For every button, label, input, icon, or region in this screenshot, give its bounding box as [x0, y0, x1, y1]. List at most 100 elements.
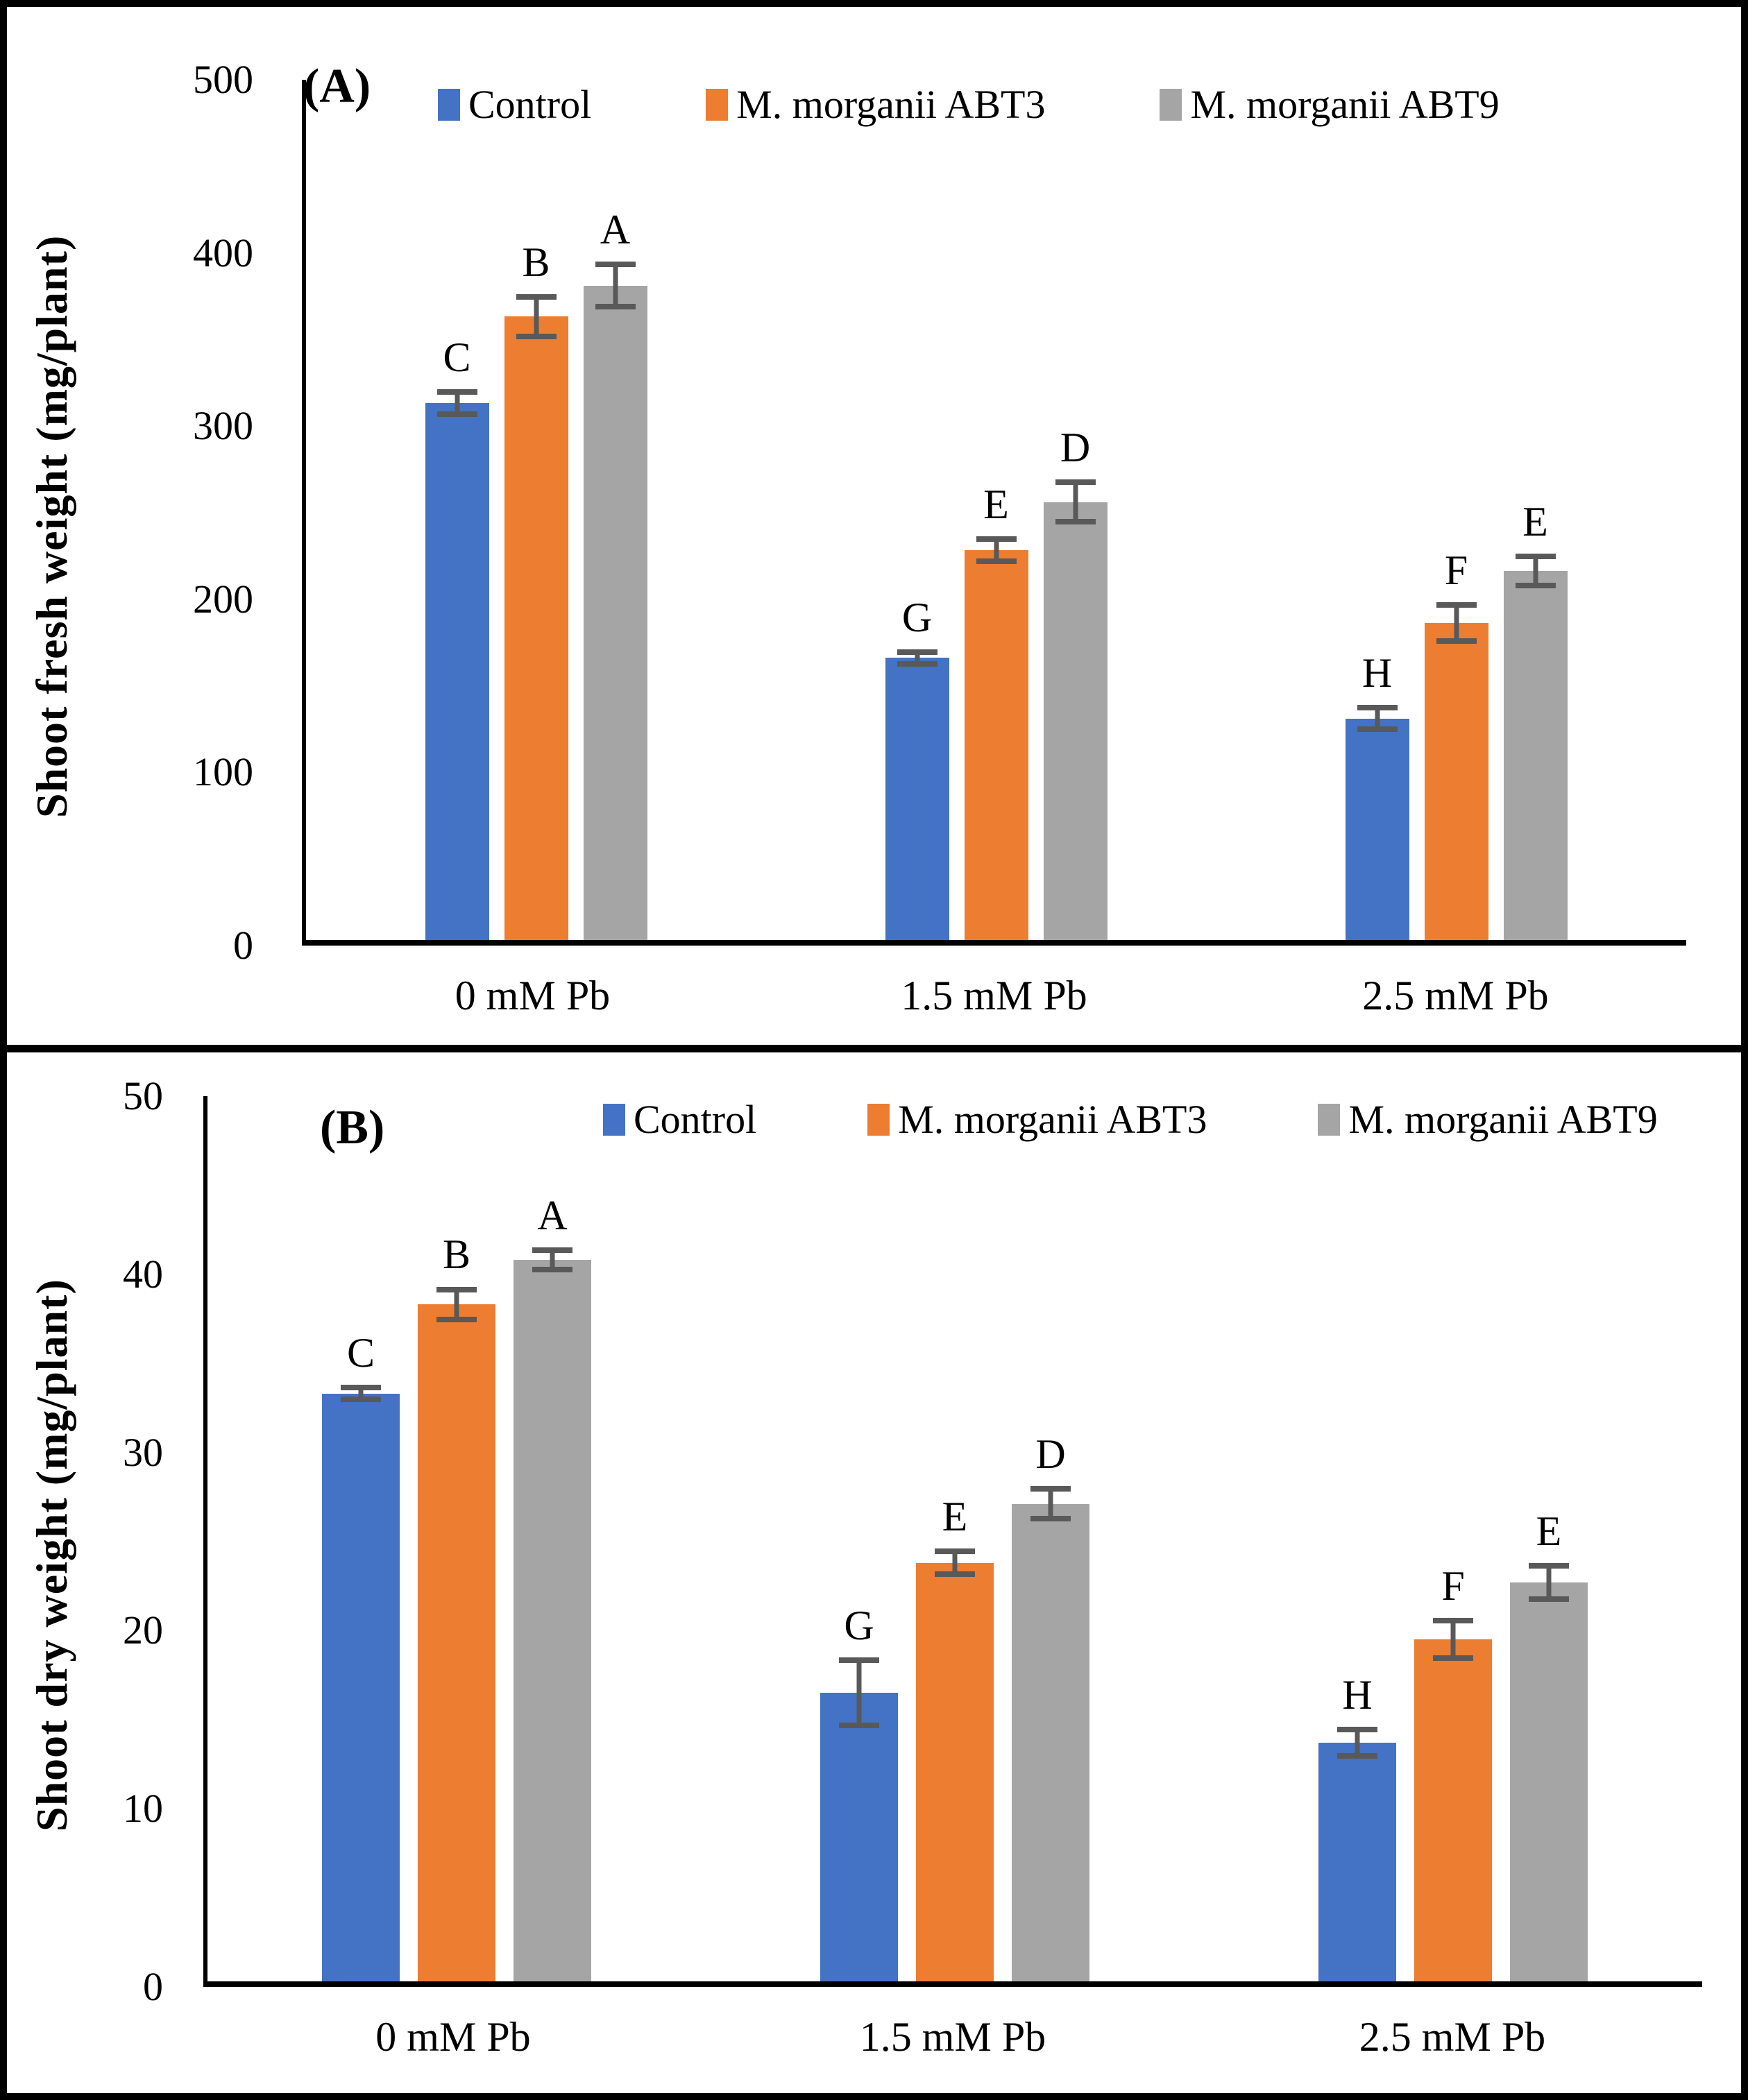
- error-bar-line: [856, 1657, 862, 1729]
- bar-slot: E: [1503, 501, 1568, 940]
- error-bar-cap: [897, 660, 937, 667]
- error-bar: [1436, 602, 1477, 644]
- error-bar-cap: [532, 1247, 572, 1253]
- x-category-label: 0 mM Pb: [375, 2014, 531, 2060]
- y-tick-label: 30: [123, 1429, 163, 1475]
- error-bar-cap: [516, 294, 557, 300]
- bar-slot: F: [1414, 1565, 1492, 1981]
- bar-group: C B A: [306, 80, 766, 940]
- significance-letter: E: [983, 481, 1009, 528]
- bar-slot: G: [885, 597, 949, 940]
- significance-letter: A: [600, 206, 631, 253]
- legend-swatch-icon: [1318, 1103, 1341, 1136]
- legend-swatch-icon: [1160, 88, 1182, 121]
- bar-slot: B: [504, 241, 568, 940]
- bar-groups-a: C B A G E D H F E: [306, 80, 1686, 940]
- legend-swatch-icon: [438, 88, 460, 121]
- bar-slot: F: [1424, 549, 1488, 940]
- legend-item: M. morganii ABT9: [1160, 81, 1500, 128]
- error-bar: [839, 1657, 879, 1729]
- bar: [1424, 623, 1488, 940]
- x-category-label: 1.5 mM Pb: [901, 973, 1087, 1018]
- significance-letter: B: [442, 1231, 471, 1278]
- y-axis-ticks-a: 0 100 200 300 400 500: [7, 60, 253, 966]
- legend-swatch-icon: [867, 1103, 890, 1136]
- error-bar: [897, 649, 937, 667]
- error-bar-cap: [595, 261, 636, 267]
- bar: [1503, 571, 1568, 940]
- legend-item: Control: [438, 81, 591, 128]
- error-bar: [1337, 1726, 1377, 1759]
- x-axis-labels-a: 0 mM Pb 1.5 mM Pb 2.5 mM Pb: [302, 946, 1686, 1020]
- error-bar-line: [358, 1384, 364, 1403]
- error-bar-line: [1533, 554, 1538, 589]
- error-bar: [1515, 554, 1556, 589]
- error-bar-cap: [839, 1657, 879, 1663]
- error-bar-cap: [341, 1397, 381, 1403]
- bar-slot: E: [916, 1496, 994, 1981]
- bar: [1510, 1582, 1588, 1981]
- error-bar: [1055, 479, 1096, 524]
- error-bar-cap: [839, 1723, 879, 1729]
- error-bar: [436, 1286, 477, 1322]
- bar: [504, 316, 568, 940]
- error-bar-line: [454, 1286, 459, 1322]
- bar: [964, 550, 1028, 940]
- bar-group: H F E: [1226, 80, 1686, 940]
- significance-letter: F: [1441, 1563, 1465, 1610]
- error-bar-cap: [1436, 638, 1477, 644]
- error-bar: [436, 389, 477, 418]
- plot-area-a: (A) Control M. morganii ABT3 M. morganii A…: [302, 60, 1686, 946]
- error-bar-line: [1375, 704, 1380, 733]
- error-bar-cap: [436, 1286, 477, 1292]
- error-bar-cap: [516, 333, 557, 339]
- error-bar: [595, 261, 636, 310]
- error-bar-line: [455, 389, 459, 418]
- bar: [583, 285, 647, 940]
- significance-letter: D: [1060, 425, 1091, 471]
- error-bar-cap: [1055, 479, 1096, 486]
- error-bar: [1357, 704, 1398, 733]
- significance-letter: E: [942, 1493, 968, 1539]
- error-bar: [341, 1384, 381, 1403]
- bar-slot: A: [514, 1195, 591, 1981]
- error-bar-line: [1048, 1486, 1053, 1522]
- error-bar-line: [550, 1247, 555, 1272]
- legend-b: Control M. morganii ABT3 M. morganii ABT9: [603, 1096, 1658, 1143]
- bar-slot: E: [964, 484, 1028, 940]
- bar-slot: D: [1043, 427, 1108, 940]
- error-bar-cap: [1529, 1562, 1569, 1569]
- y-tick-label: 40: [123, 1251, 163, 1297]
- significance-letter: A: [537, 1192, 568, 1238]
- error-bar: [532, 1247, 572, 1272]
- y-tick-label: 500: [193, 57, 253, 102]
- error-bar-cap: [1055, 518, 1096, 524]
- y-tick-label: 400: [193, 230, 253, 275]
- error-bar-cap: [935, 1571, 975, 1578]
- bar-slot: B: [418, 1233, 495, 1981]
- significance-letter: D: [1035, 1431, 1066, 1478]
- panel-label-b: (B): [320, 1101, 385, 1154]
- error-bar-line: [1073, 479, 1078, 524]
- bar: [820, 1692, 898, 1981]
- error-bar-cap: [1515, 554, 1556, 560]
- error-bar-cap: [436, 1316, 477, 1322]
- significance-letter: E: [1522, 499, 1548, 545]
- error-bar-line: [1355, 1726, 1360, 1759]
- error-bar-cap: [1357, 704, 1398, 710]
- bar-slot: D: [1012, 1433, 1089, 1981]
- legend-a: Control M. morganii ABT3 M. morganii ABT9: [438, 81, 1500, 128]
- panel-shoot-dry-weight: Shoot dry weight (mg/plant) 0 10 20 30 40 50 …: [7, 1045, 1741, 2086]
- error-bar-cap: [935, 1548, 975, 1554]
- error-bar-line: [1454, 602, 1459, 644]
- error-bar-cap: [1030, 1486, 1071, 1492]
- legend-label: Control: [468, 82, 592, 127]
- x-category-label: 1.5 mM Pb: [859, 2014, 1046, 2060]
- y-tick-label: 100: [193, 749, 253, 795]
- error-bar-cap: [976, 536, 1017, 543]
- legend-item: M. morganii ABT9: [1318, 1096, 1658, 1143]
- bar-group: C B A: [207, 1096, 706, 1981]
- error-bar: [1030, 1486, 1071, 1522]
- significance-letter: H: [1342, 1671, 1373, 1718]
